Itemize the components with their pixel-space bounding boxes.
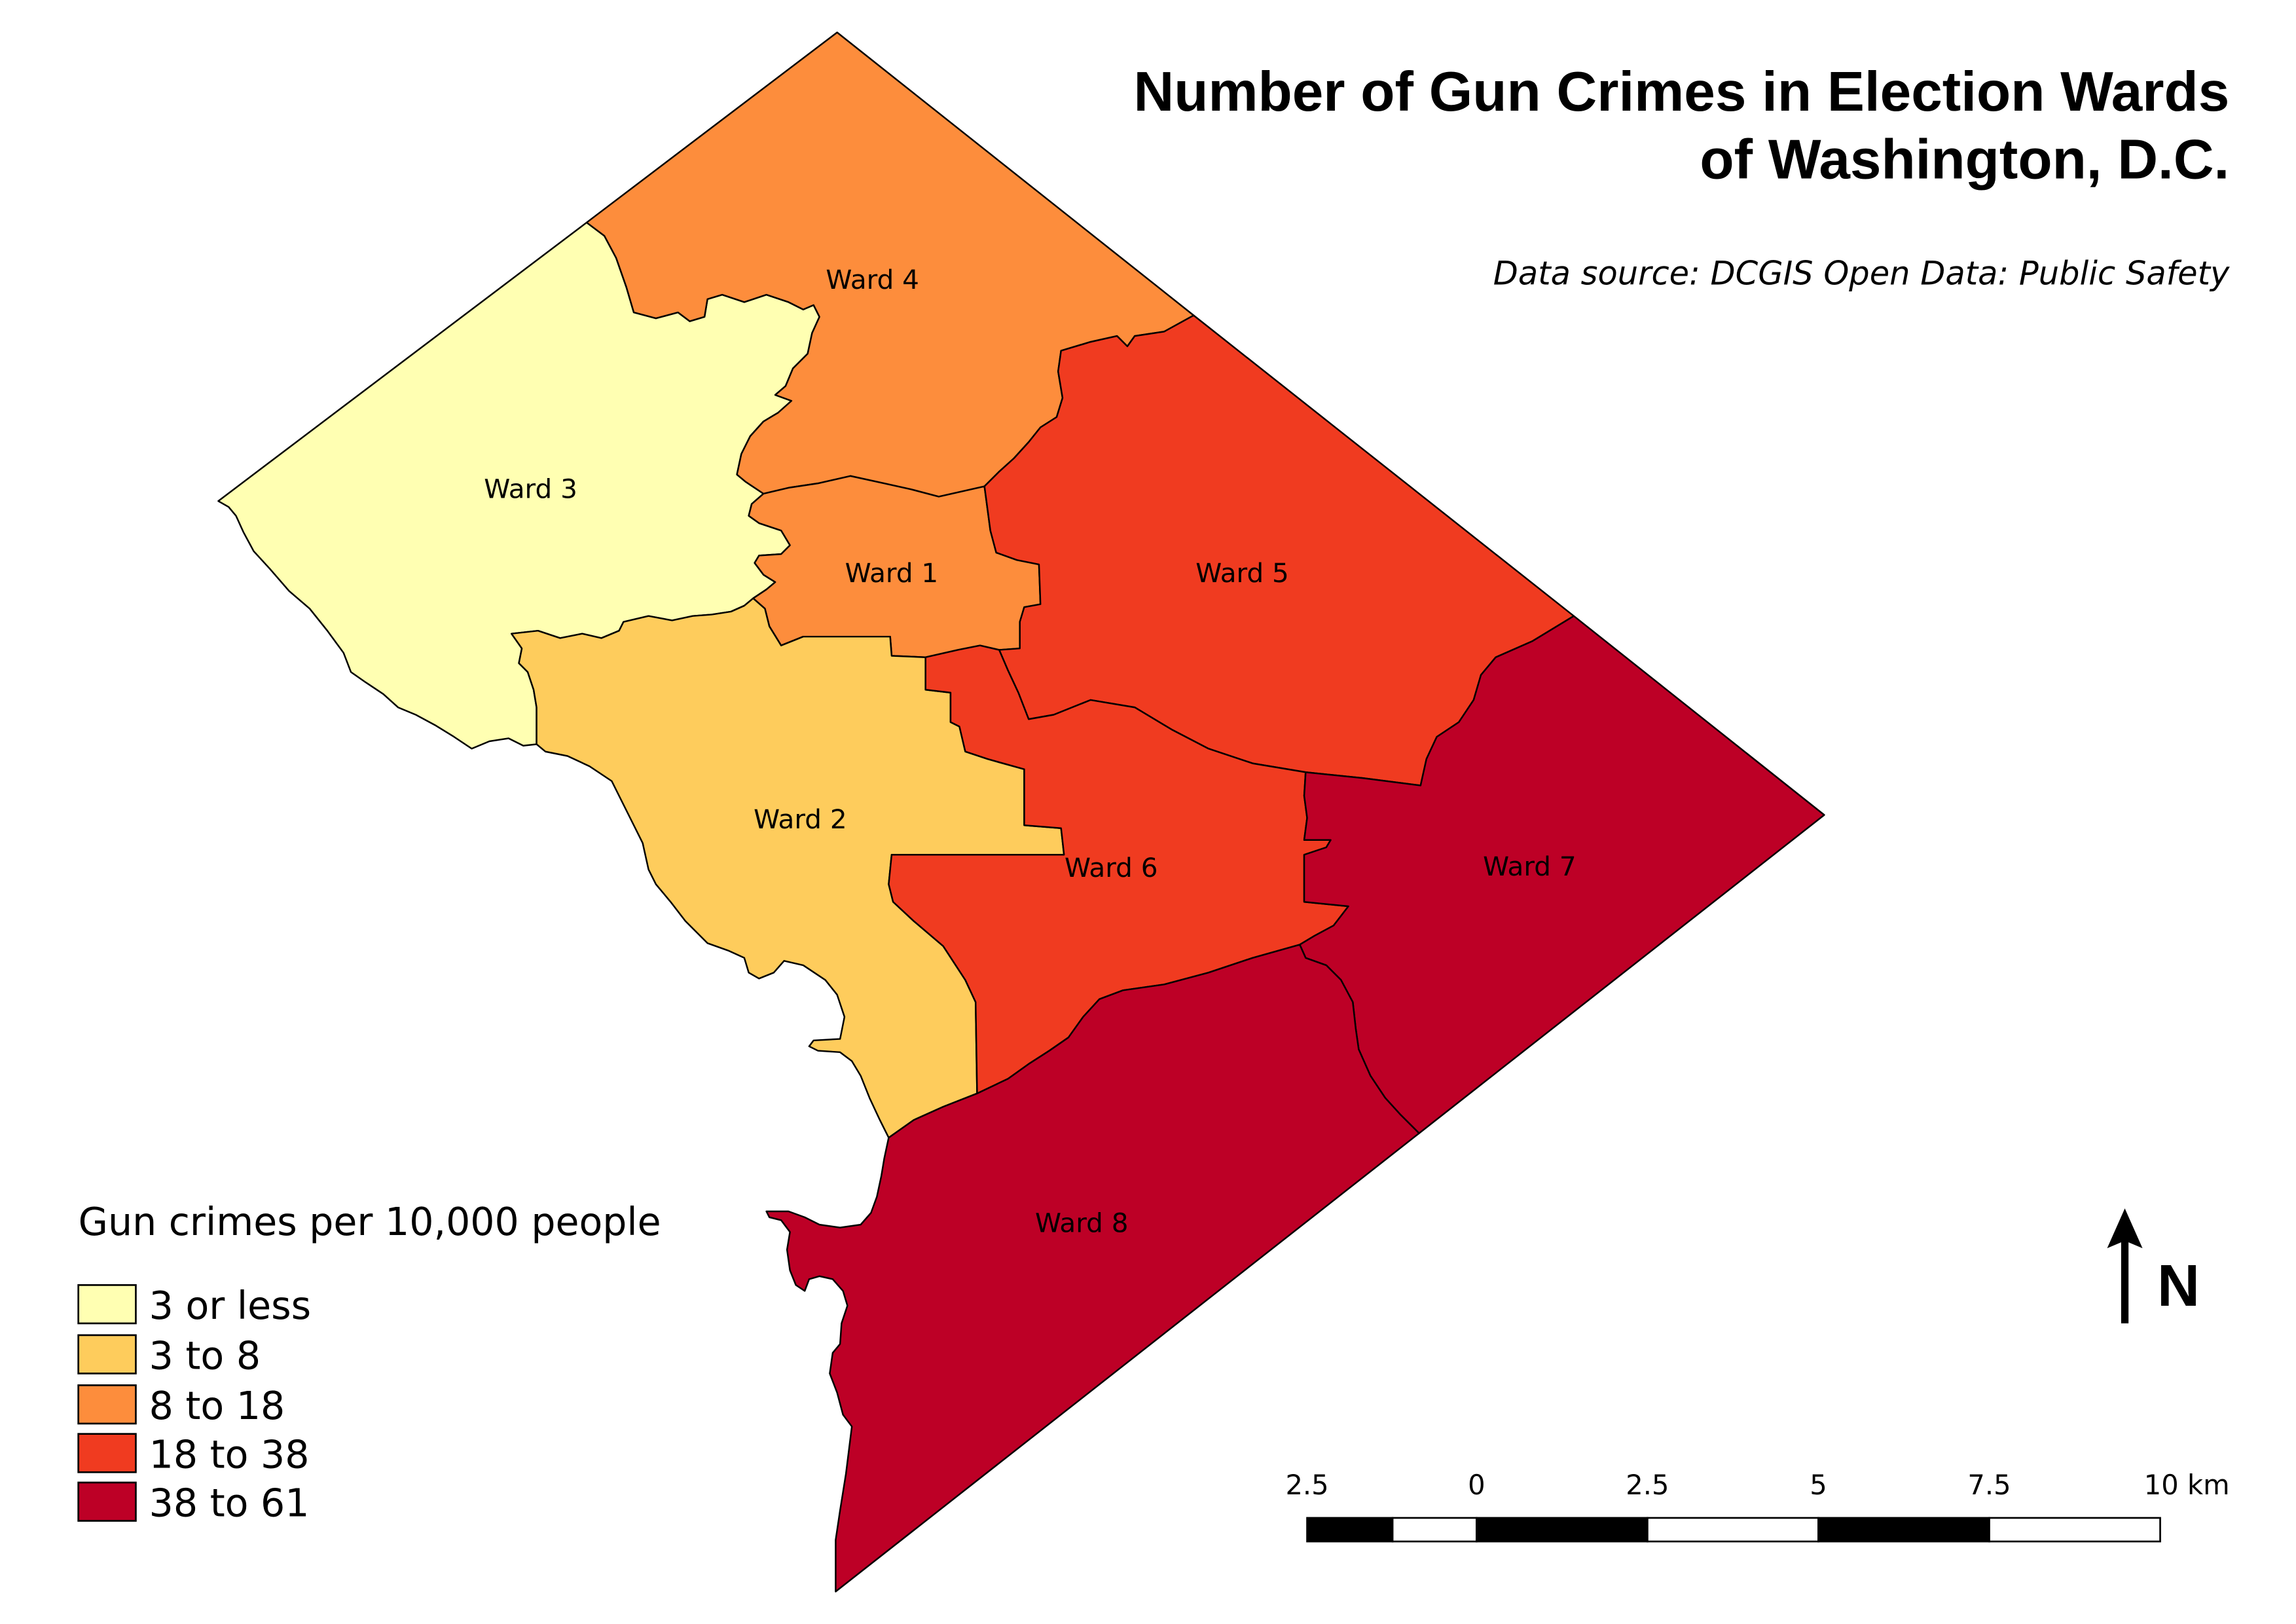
ward-map — [217, 31, 1825, 1593]
ward-labels: Ward 1 Ward 2 Ward 3 Ward 4 Ward 5 Ward … — [484, 264, 1576, 1238]
legend-label: 3 to 8 — [149, 1334, 261, 1378]
ward-5-label: Ward 5 — [1195, 557, 1289, 589]
legend-title: Gun crimes per 10,000 people — [79, 1200, 661, 1244]
legend-swatch — [77, 1433, 137, 1473]
ward-3-label: Ward 3 — [484, 473, 577, 505]
scale-label: 5 — [1810, 1469, 1827, 1501]
scale-bar-segment — [1306, 1517, 1394, 1543]
scale-bar-segment — [1391, 1517, 1478, 1543]
map-title-line-2: of Washington, D.C. — [1700, 128, 2229, 191]
ward-4-label: Ward 4 — [826, 264, 919, 295]
scale-bar-segment — [1476, 1517, 1649, 1543]
ward-8-label: Ward 8 — [1035, 1207, 1129, 1238]
ward-6-label: Ward 6 — [1065, 852, 1158, 883]
scale-bar: 2.5 0 2.5 5 7.5 10 km — [1285, 1469, 2230, 1543]
north-arrow-icon — [2107, 1208, 2143, 1323]
ward-1-label: Ward 1 — [845, 557, 939, 589]
legend-swatch — [77, 1481, 137, 1522]
legend-swatch — [77, 1284, 137, 1325]
scale-label: 10 km — [2144, 1469, 2230, 1501]
legend-label: 18 to 38 — [149, 1432, 310, 1477]
ward-2-label: Ward 2 — [754, 803, 847, 835]
scale-label: 2.5 — [1285, 1469, 1328, 1501]
legend-label: 38 to 61 — [149, 1481, 310, 1526]
legend-swatch — [77, 1334, 137, 1375]
legend-swatch — [77, 1384, 137, 1425]
scale-bar-segment — [1647, 1517, 1819, 1543]
legend-label: 3 or less — [149, 1283, 311, 1328]
scale-label: 7.5 — [1967, 1469, 2011, 1501]
title-block: Number of Gun Crimes in Election Wards o… — [1134, 61, 2231, 293]
scale-bar-segment — [1988, 1517, 2161, 1543]
legend-label: 8 to 18 — [149, 1384, 285, 1428]
scale-bar-segment — [1817, 1517, 1990, 1543]
scale-label: 2.5 — [1626, 1469, 1669, 1501]
data-source-note: Data source: DCGIS Open Data: Public Saf… — [1493, 254, 2230, 292]
ward-7-label: Ward 7 — [1483, 851, 1576, 882]
legend: Gun crimes per 10,000 people 3 or less 3… — [77, 1200, 661, 1526]
map-title-line-1: Number of Gun Crimes in Election Wards — [1134, 61, 2230, 123]
north-label: N — [2157, 1253, 2200, 1319]
ward-8-area — [765, 944, 1420, 1593]
north-arrow: N — [2107, 1208, 2200, 1323]
scale-label: 0 — [1468, 1469, 1485, 1501]
